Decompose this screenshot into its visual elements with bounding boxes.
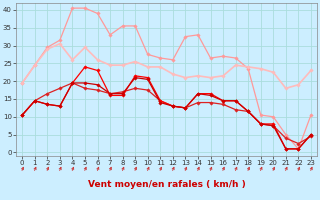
- X-axis label: Vent moyen/en rafales ( km/h ): Vent moyen/en rafales ( km/h ): [88, 180, 245, 189]
